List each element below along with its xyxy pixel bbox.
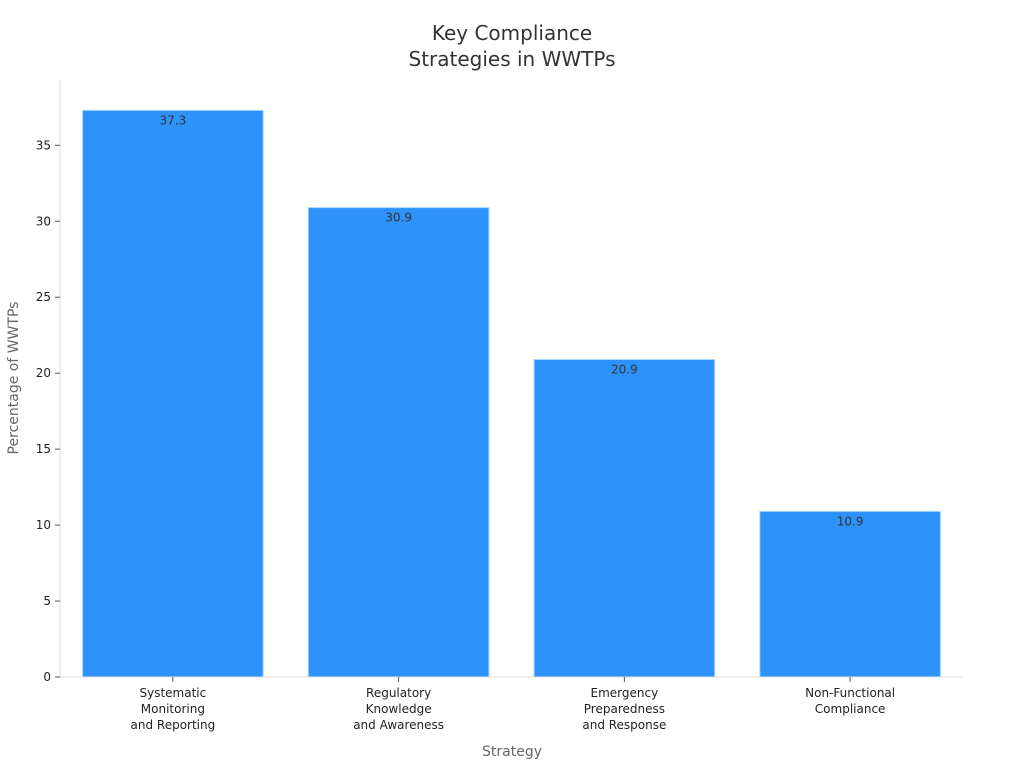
- bar-2: [533, 359, 716, 678]
- data-label-1: 30.9: [385, 211, 412, 225]
- data-labels-group: 37.3 30.9 20.9 10.9: [160, 113, 864, 528]
- y-ticks-group: 0 5 10 15 20 25 30 35: [36, 138, 60, 684]
- y-tick-label-5: 25: [36, 290, 51, 304]
- data-label-3: 10.9: [837, 514, 864, 528]
- y-axis-label: Percentage of WWTPs: [6, 302, 22, 455]
- chart-title-line-2: Strategies in WWTPs: [409, 47, 616, 71]
- x-ticks-group: Systematic Monitoring and Reporting Regulat…: [131, 677, 895, 732]
- y-tick-label-6: 30: [36, 214, 51, 228]
- y-tick-label-2: 10: [36, 518, 51, 532]
- data-label-0: 37.3: [160, 113, 187, 127]
- y-tick-label-4: 20: [36, 366, 51, 380]
- x-tick-label-3-1: Compliance: [815, 702, 886, 716]
- x-tick-label-0-0: Systematic: [140, 686, 207, 700]
- x-axis-label: Strategy: [482, 744, 542, 760]
- bars-group: [82, 109, 941, 678]
- y-tick-label-7: 35: [36, 138, 51, 152]
- y-tick-label-0: 0: [43, 670, 51, 684]
- data-label-2: 20.9: [611, 363, 638, 377]
- y-tick-label-3: 15: [36, 442, 51, 456]
- x-tick-label-3-0: Non-Functional: [805, 686, 895, 700]
- x-tick-label-2-1: Preparedness: [584, 702, 665, 716]
- x-tick-label-0-2: and Reporting: [131, 718, 216, 732]
- x-tick-label-1-1: Knowledge: [366, 702, 432, 716]
- x-tick-label-1-0: Regulatory: [366, 686, 431, 700]
- bar-3: [759, 510, 941, 678]
- x-tick-label-2-0: Emergency: [591, 686, 659, 700]
- chart-title: Key Compliance Strategies in WWTPs: [409, 21, 616, 71]
- bar-1: [307, 207, 490, 678]
- chart-title-line-1: Key Compliance: [432, 21, 592, 45]
- bar-0: [82, 109, 264, 678]
- y-tick-label-1: 5: [43, 594, 51, 608]
- x-tick-label-2-2: and Response: [582, 718, 666, 732]
- x-tick-label-0-1: Monitoring: [141, 702, 205, 716]
- x-tick-label-1-2: and Awareness: [353, 718, 444, 732]
